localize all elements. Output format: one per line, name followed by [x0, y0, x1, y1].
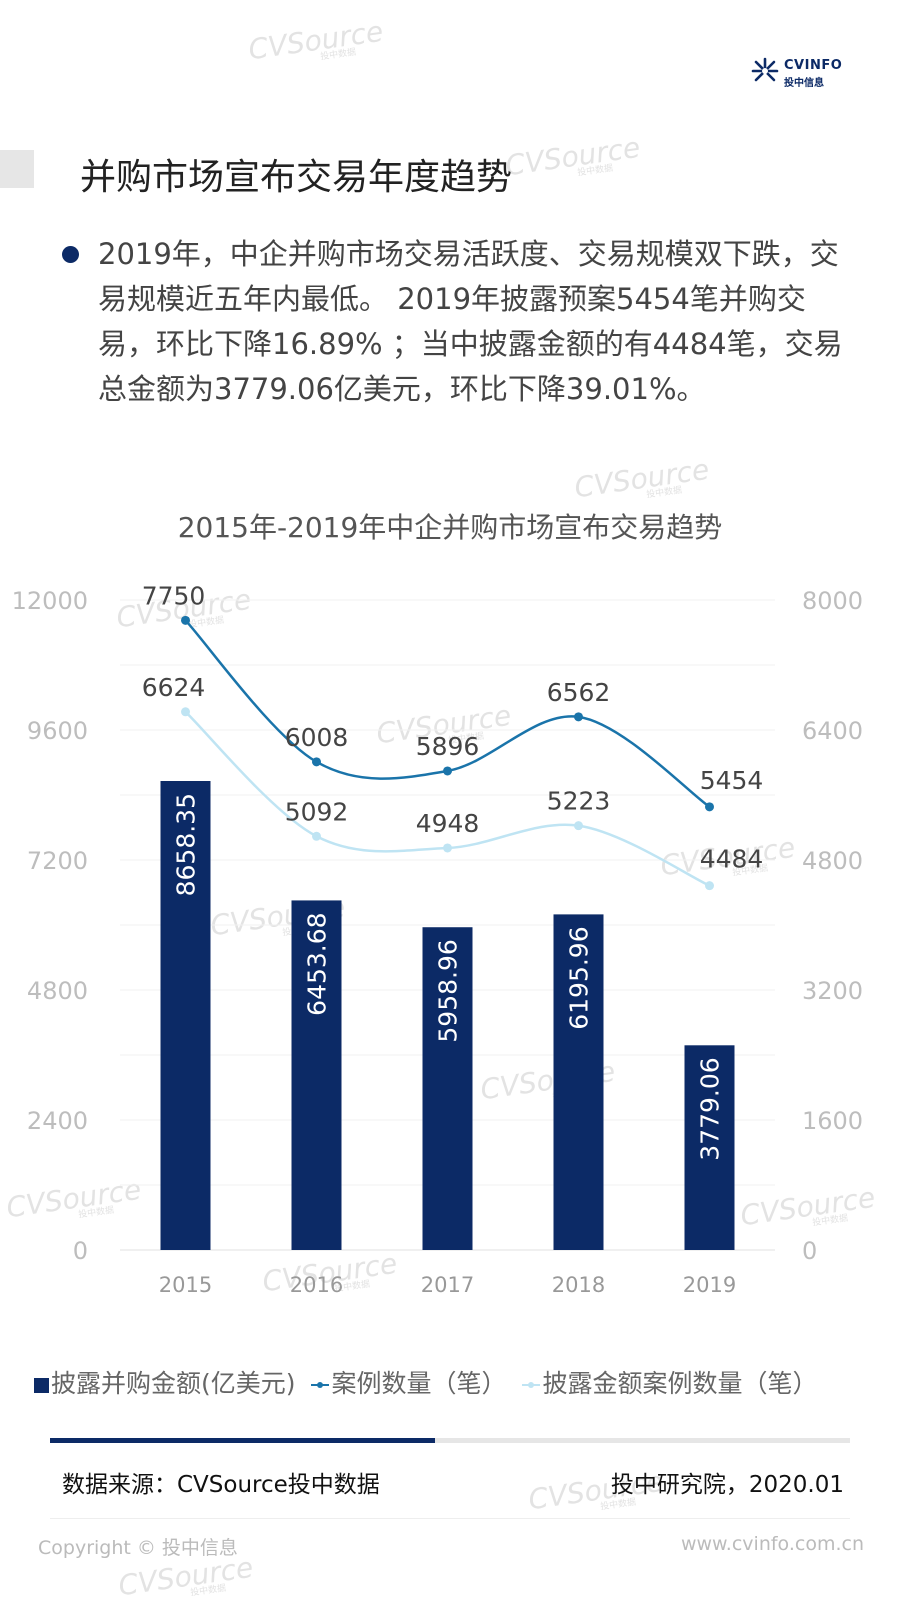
footer-divider-light — [435, 1438, 850, 1443]
footer-separator — [50, 1518, 850, 1519]
line-value-label: 6008 — [285, 723, 349, 752]
page-title: 并购市场宣布交易年度趋势 — [80, 157, 513, 198]
y-right-tick-label: 3200 — [802, 977, 863, 1005]
y-right-tick-label: 0 — [802, 1237, 817, 1265]
line-point — [181, 615, 190, 625]
line-value-label: 6624 — [142, 673, 206, 702]
line-value-label: 7750 — [142, 581, 206, 610]
line-point — [181, 707, 190, 717]
bar-value-label: 8658.35 — [172, 793, 201, 896]
bar-value-label: 3779.06 — [696, 1057, 725, 1160]
line-point — [312, 757, 321, 767]
legend-item-count: 案例数量（笔） — [311, 1364, 506, 1400]
case-count-line — [184, 619, 711, 808]
title-accent-bar — [0, 150, 34, 188]
line-value-label: 4484 — [700, 845, 764, 874]
x-tick-label: 2019 — [683, 1273, 736, 1297]
line-point — [443, 843, 452, 853]
y-right-tick-label: 4800 — [802, 847, 863, 875]
bar-value-label: 6453.68 — [303, 912, 332, 1015]
bar — [291, 900, 342, 1250]
copyright: Copyright © 投中信息 — [38, 1537, 238, 1559]
legend-line-swatch — [311, 1382, 330, 1388]
report-institute: 投中研究院，2020.01 — [610, 1472, 844, 1498]
legend-item-disclosed-count: 披露金额案例数量（笔） — [522, 1364, 817, 1400]
logo-subtitle: 投中信息 — [784, 78, 824, 89]
line-point — [574, 821, 583, 831]
chart-legend: 披露并购金额(亿美元) 案例数量（笔） 披露金额案例数量（笔） — [34, 1364, 825, 1400]
bar — [422, 927, 473, 1250]
website-link[interactable]: www.cvinfo.com.cn — [680, 1533, 864, 1555]
line-value-label: 4948 — [416, 809, 480, 838]
line-value-label: 5896 — [416, 732, 480, 761]
legend-line-swatch — [522, 1382, 541, 1388]
bar — [684, 1045, 735, 1250]
y-left-tick-label: 12000 — [12, 587, 88, 615]
legend-bar-swatch — [34, 1377, 49, 1393]
line-point — [443, 766, 452, 776]
x-tick-label: 2017 — [421, 1273, 474, 1297]
y-left-tick-label: 0 — [73, 1237, 88, 1265]
bar — [553, 914, 604, 1250]
line-point — [574, 712, 583, 722]
line-point — [312, 831, 321, 841]
brand-logo: CVINFO 投中信息 — [750, 56, 850, 90]
y-left-tick-label: 2400 — [27, 1107, 88, 1135]
line-value-label: 5092 — [285, 797, 349, 826]
chart-title: 2015年-2019年中企并购市场宣布交易趋势 — [177, 511, 723, 544]
y-left-tick-label: 4800 — [27, 977, 88, 1005]
bar — [160, 781, 211, 1250]
logo-name: CVINFO — [784, 58, 843, 73]
line-point — [705, 881, 714, 891]
line-value-label: 6562 — [547, 678, 611, 707]
x-tick-label: 2018 — [552, 1273, 605, 1297]
y-left-tick-label: 7200 — [27, 847, 88, 875]
legend-item-amount: 披露并购金额(亿美元) — [34, 1364, 296, 1400]
y-right-tick-label: 8000 — [802, 587, 863, 615]
bar-value-label: 6195.96 — [565, 926, 594, 1029]
data-source: 数据来源：CVSource投中数据 — [62, 1472, 380, 1498]
summary-text: 2019年，中企并购市场交易活跃度、交易规模双下跌，交易规模近五年内最低。 20… — [98, 237, 843, 406]
logo-burst-icon — [751, 57, 779, 82]
line-value-label: 5223 — [547, 787, 611, 816]
y-right-tick-label: 1600 — [802, 1107, 863, 1135]
bullet-icon — [62, 246, 79, 263]
line-value-label: 5454 — [700, 766, 764, 795]
x-tick-label: 2016 — [290, 1273, 343, 1297]
y-left-tick-label: 9600 — [27, 717, 88, 745]
y-right-tick-label: 6400 — [802, 717, 863, 745]
bar-value-label: 5958.96 — [434, 939, 463, 1042]
x-tick-label: 2015 — [159, 1273, 212, 1297]
combo-chart: 0 2400 4800 7200 9600 12000 0 1600 3200 4800 6400 8… — [12, 581, 863, 1297]
line-point — [705, 802, 714, 812]
footer-divider-dark — [50, 1438, 435, 1443]
